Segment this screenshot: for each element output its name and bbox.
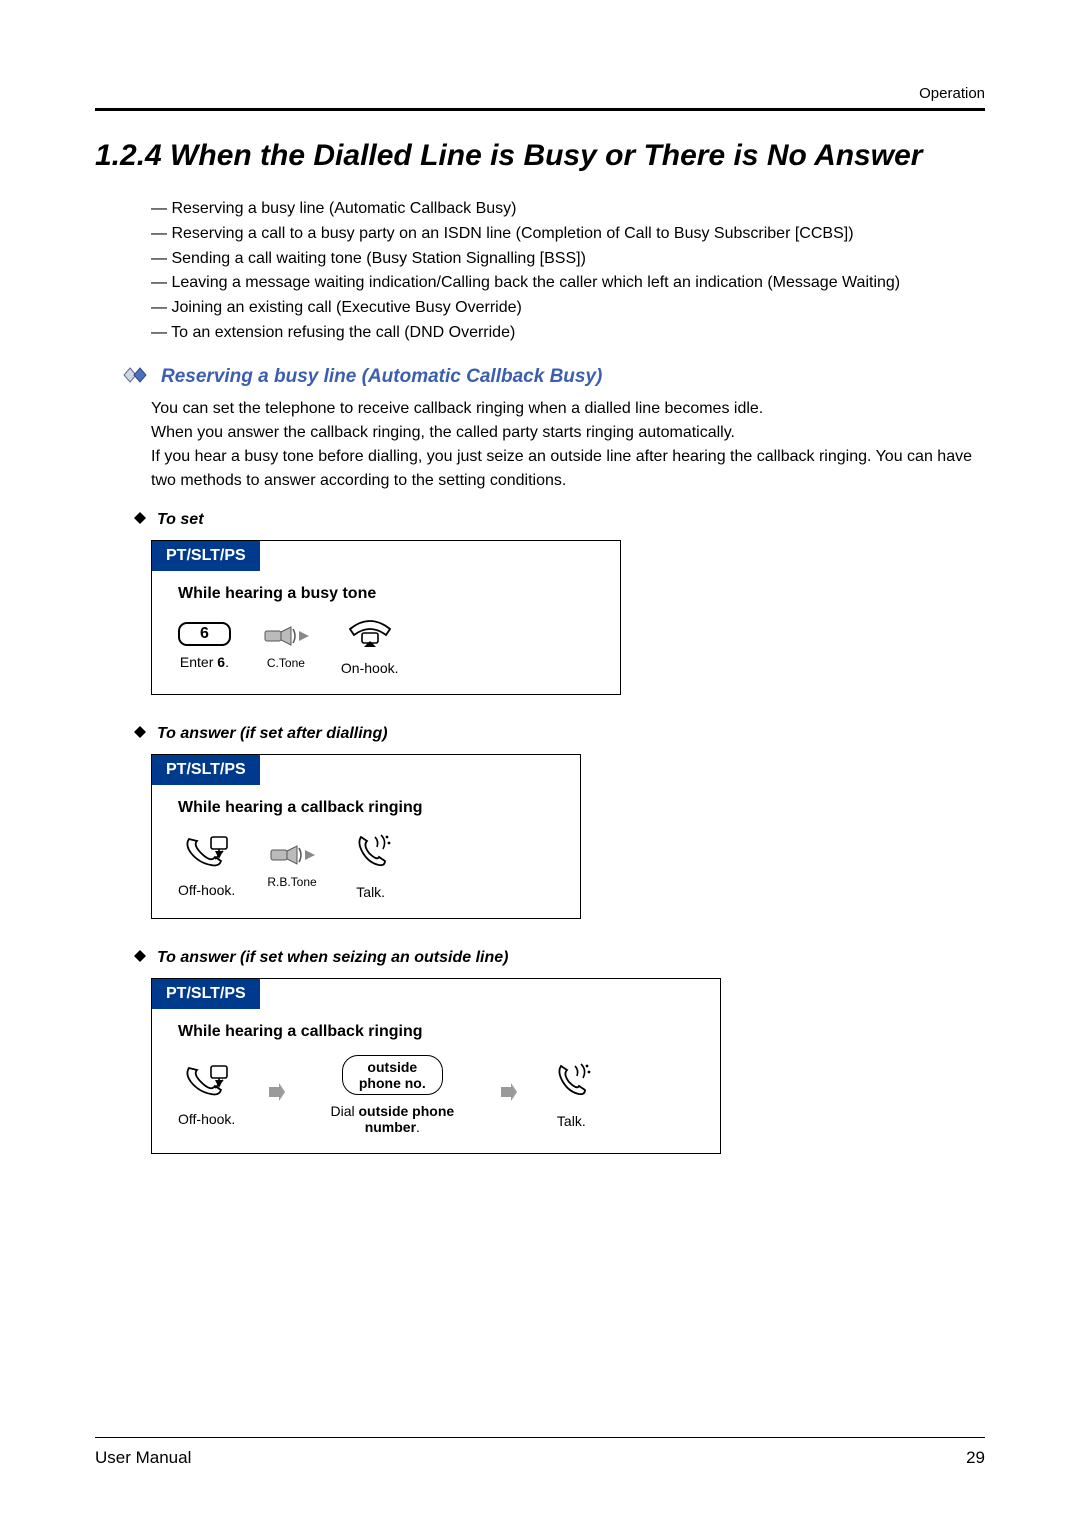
footer-page-number: 29: [966, 1448, 985, 1468]
procedure-heading-row: To set: [133, 511, 985, 530]
tone-icon: [269, 842, 315, 873]
diamond-bullet-icon: [133, 511, 147, 530]
dial-target-pill: outsidephone no.: [342, 1055, 443, 1095]
step-caption: Off-hook.: [178, 1111, 235, 1127]
step-caption: On-hook.: [341, 660, 399, 676]
procedure-inner: While hearing a callback ringing Off-hoo…: [152, 1009, 720, 1153]
procedure-heading-row: To answer (if set after dialling): [133, 725, 985, 744]
diamond-bullet-icon: [133, 949, 147, 968]
diamond-bullet-icon: [133, 725, 147, 744]
subsection-heading: Reserving a busy line (Automatic Callbac…: [161, 366, 602, 388]
dash-list-item: — Reserving a busy line (Automatic Callb…: [151, 197, 985, 222]
procedure-tab: PT/SLT/PS: [152, 755, 260, 785]
arrow-icon: [499, 1081, 517, 1108]
procedure-step: Talk.: [549, 1060, 593, 1129]
procedure-step: Off-hook.: [178, 833, 235, 898]
offhook-icon: [181, 833, 233, 874]
procedure-inner: While hearing a busy tone 6 Enter 6. C.Ton…: [152, 571, 620, 694]
onhook-icon: [344, 617, 396, 652]
procedure-tab: PT/SLT/PS: [152, 979, 260, 1009]
procedure-box: PT/SLT/PS While hearing a busy tone 6 Enter…: [151, 540, 621, 695]
procedure-step: Off-hook.: [178, 1062, 235, 1127]
bottom-rule: [95, 1437, 985, 1438]
dash-list-item: — Sending a call waiting tone (Busy Stat…: [151, 247, 985, 272]
talk-icon: [349, 831, 393, 876]
procedure-heading-row: To answer (if set when seizing an outsid…: [133, 949, 985, 968]
header-right-label: Operation: [95, 85, 985, 102]
step-caption: Enter 6.: [180, 654, 229, 670]
procedure-title: To answer (if set after dialling): [157, 725, 388, 743]
diamond-pair-icon: [123, 366, 151, 389]
tone-label: C.Tone: [267, 656, 305, 670]
footer-left: User Manual: [95, 1448, 191, 1468]
section-title: 1.2.4 When the Dialled Line is Busy or T…: [95, 139, 985, 173]
procedure-inner: While hearing a callback ringing Off-hoo…: [152, 785, 580, 918]
tone-label: R.B.Tone: [267, 875, 316, 889]
procedure-subtitle: While hearing a callback ringing: [178, 1023, 694, 1041]
steps-row: 6 Enter 6. C.Tone On-hook.: [178, 617, 594, 676]
procedure-box: PT/SLT/PSWhile hearing a callback ringin…: [151, 978, 721, 1154]
dash-list-item: — Joining an existing call (Executive Bu…: [151, 296, 985, 321]
procedure-subtitle: While hearing a callback ringing: [178, 799, 554, 817]
page-footer: User Manual 29: [95, 1437, 985, 1468]
procedure-box: PT/SLT/PSWhile hearing a callback ringin…: [151, 754, 581, 919]
dial-key-icon: 6: [178, 622, 231, 646]
step-caption: Off-hook.: [178, 882, 235, 898]
dash-list-item: — Reserving a call to a busy party on an…: [151, 222, 985, 247]
intro-dash-list: — Reserving a busy line (Automatic Callb…: [151, 197, 985, 346]
dash-list-item: — Leaving a message waiting indication/C…: [151, 271, 985, 296]
procedure-step: On-hook.: [341, 617, 399, 676]
dash-list-item: — To an extension refusing the call (DND…: [151, 321, 985, 346]
procedure-step: C.Tone: [263, 623, 309, 670]
procedure-title: To set: [157, 511, 204, 529]
subsection-body: You can set the telephone to receive cal…: [151, 397, 985, 493]
procedure-subtitle: While hearing a busy tone: [178, 585, 594, 603]
procedure-title: To answer (if set when seizing an outsid…: [157, 949, 508, 967]
procedure-tab: PT/SLT/PS: [152, 541, 260, 571]
steps-row: Off-hook. R.B.Tone Talk.: [178, 831, 554, 900]
procedure-step: 6 Enter 6.: [178, 622, 231, 670]
tone-icon: [263, 623, 309, 654]
step-caption: Talk.: [557, 1113, 586, 1129]
talk-icon: [549, 1060, 593, 1105]
procedure-step: R.B.Tone: [267, 842, 316, 889]
procedure-step: Talk.: [349, 831, 393, 900]
top-rule: [95, 108, 985, 111]
procedure-step: outsidephone no. Dial outside phone numbe…: [317, 1055, 467, 1135]
step-caption: Talk.: [356, 884, 385, 900]
steps-row: Off-hook. outsidephone no. Dial outside ph…: [178, 1055, 694, 1135]
subsection-heading-row: Reserving a busy line (Automatic Callbac…: [123, 366, 985, 389]
offhook-icon: [181, 1062, 233, 1103]
page: Operation 1.2.4 When the Dialled Line is…: [0, 0, 1080, 1528]
step-caption: Dial outside phone number.: [317, 1103, 467, 1135]
arrow-icon: [267, 1081, 285, 1108]
